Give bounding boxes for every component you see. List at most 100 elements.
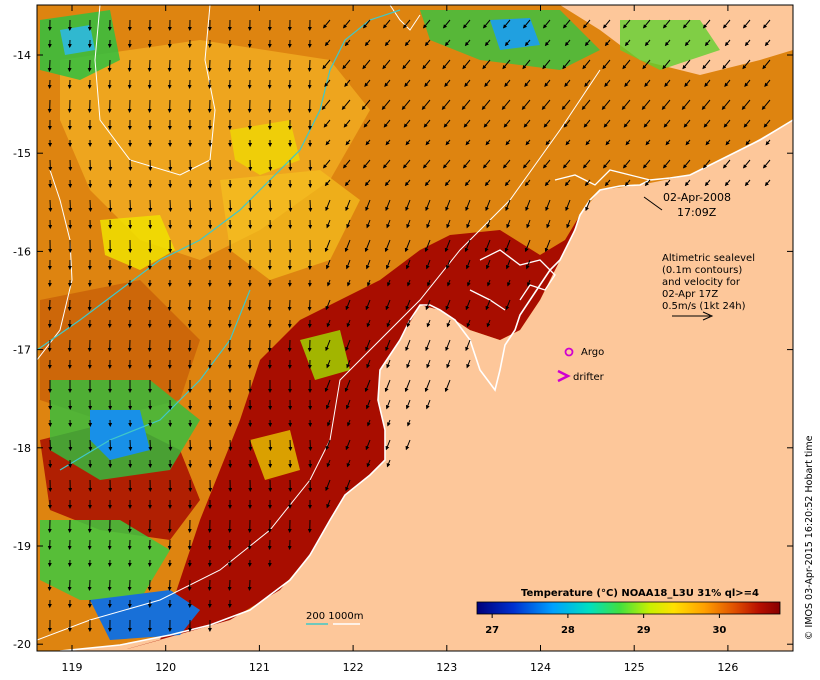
velocity-arrow [542, 159, 551, 169]
velocity-arrow [307, 59, 312, 72]
velocity-arrow [107, 59, 112, 72]
velocity-arrow [426, 359, 431, 369]
lon-tick-label: 124 [530, 661, 551, 674]
lat-tick-label: -17 [13, 344, 31, 357]
velocity-arrow [722, 59, 731, 70]
velocity-arrow [345, 439, 351, 451]
velocity-arrow [664, 179, 671, 187]
velocity-arrow [465, 139, 471, 146]
velocity-arrow [744, 79, 751, 87]
velocity-arrow [308, 199, 313, 212]
velocity-arrow [703, 119, 711, 128]
velocity-arrow [467, 279, 471, 287]
velocity-arrow [248, 439, 253, 451]
velocity-arrow [247, 59, 252, 72]
velocity-arrow [642, 159, 651, 169]
velocity-arrow [504, 239, 511, 253]
velocity-arrow [487, 279, 491, 287]
velocity-arrow [344, 239, 351, 253]
velocity-arrow [764, 39, 771, 47]
velocity-arrow [364, 379, 371, 393]
velocity-arrow [764, 179, 771, 187]
velocity-arrow [482, 59, 491, 70]
velocity-arrow [364, 179, 371, 187]
velocity-arrow [404, 239, 411, 253]
velocity-arrow [702, 19, 711, 29]
lat-tick-label: -16 [13, 245, 31, 258]
velocity-arrow [424, 379, 431, 393]
velocity-arrow [442, 159, 451, 169]
velocity-arrow [422, 159, 431, 169]
velocity-arrow [564, 179, 571, 187]
argo-label: Argo [581, 347, 604, 358]
velocity-arrow [604, 79, 611, 87]
velocity-arrow [324, 239, 331, 253]
velocity-arrow [424, 39, 431, 47]
velocity-arrow [382, 159, 391, 169]
velocity-arrow [602, 159, 611, 169]
velocity-arrow [364, 39, 371, 47]
velocity-arrow [147, 59, 152, 72]
velocity-arrow [664, 79, 671, 87]
velocity-arrow [584, 179, 591, 187]
velocity-arrow [465, 299, 471, 311]
velocity-arrow [542, 59, 551, 70]
velocity-arrow [228, 199, 233, 212]
velocity-arrow [405, 339, 411, 352]
velocity-arrow [502, 159, 511, 169]
velocity-arrow [405, 299, 411, 311]
velocity-arrow [562, 159, 571, 169]
velocity-arrow [581, 99, 591, 110]
velocity-arrow [346, 219, 351, 229]
velocity-arrow [323, 119, 331, 128]
velocity-arrow [485, 199, 491, 212]
velocity-arrow [108, 199, 113, 212]
velocity-arrow [148, 199, 153, 212]
velocity-arrow [722, 159, 731, 169]
velocity-arrow [624, 79, 631, 87]
velocity-arrow [663, 119, 671, 128]
velocity-arrow [87, 299, 92, 311]
velocity-arrow [683, 119, 691, 128]
svg-text:Altimetric sealevel: Altimetric sealevel [662, 253, 755, 264]
velocity-arrow [743, 119, 751, 128]
velocity-arrow [366, 359, 371, 369]
velocity-arrow [585, 199, 591, 212]
velocity-arrow [441, 99, 451, 110]
velocity-arrow [365, 339, 371, 352]
velocity-arrow [108, 439, 113, 451]
velocity-arrow [321, 99, 331, 110]
velocity-arrow [365, 439, 371, 451]
velocity-arrow [307, 299, 312, 311]
velocity-arrow [425, 259, 431, 270]
velocity-arrow [345, 139, 351, 146]
time-label: 17:09Z [677, 206, 717, 219]
velocity-arrow [641, 99, 651, 110]
velocity-arrow [366, 219, 371, 229]
altimetry-legend: Altimetric sealevel (0.1m contours) and … [662, 253, 755, 321]
velocity-arrow [68, 199, 73, 212]
velocity-arrow [407, 419, 411, 427]
velocity-arrow [446, 319, 451, 328]
velocity-arrow [425, 199, 431, 212]
velocity-arrow [107, 579, 112, 591]
velocity-arrow [364, 79, 371, 87]
velocity-arrow [723, 119, 731, 128]
velocity-arrow [566, 219, 571, 229]
velocity-arrow [406, 219, 411, 229]
velocity-arrow [344, 39, 351, 47]
velocity-arrow [582, 159, 591, 169]
velocity-arrow [425, 399, 431, 410]
velocity-arrow [582, 19, 591, 29]
velocity-arrow [583, 119, 591, 128]
velocity-arrow [384, 179, 391, 187]
velocity-arrow [444, 39, 451, 47]
velocity-arrow [362, 19, 371, 29]
velocity-arrow [248, 199, 253, 212]
svg-text:and velocity for: and velocity for [662, 277, 741, 288]
velocity-arrow [324, 179, 331, 187]
velocity-arrow [325, 259, 331, 270]
velocity-arrow [764, 79, 771, 87]
velocity-arrow [127, 59, 132, 72]
velocity-arrow [505, 259, 511, 270]
